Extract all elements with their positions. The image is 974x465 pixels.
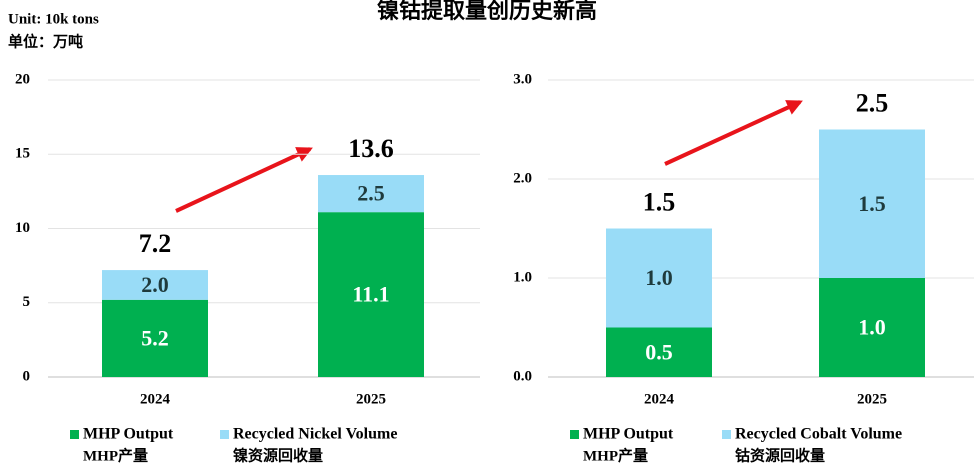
bar-segment: [819, 129, 925, 278]
total-label: 1.5: [643, 187, 676, 216]
data-label: 2.0: [141, 272, 169, 297]
legend-label: MHP产量: [83, 446, 148, 464]
data-label: 1.0: [645, 265, 673, 290]
bar-segment: [102, 270, 208, 300]
bar-segment: [819, 278, 925, 377]
legend-label: Recycled Cobalt Volume: [735, 426, 902, 443]
legend-label: 钴资源回收量: [735, 446, 825, 464]
total-label: 13.6: [348, 134, 394, 163]
bar-segment: [318, 175, 424, 213]
legend-swatch: [722, 430, 731, 439]
total-label: 2.5: [856, 88, 889, 117]
legend-label: MHP产量: [583, 446, 648, 464]
legend-swatch: [70, 430, 79, 439]
data-label: 11.1: [352, 282, 389, 307]
unit: Unit: 10k tons: [8, 11, 99, 27]
title: 镍钴提取量创历史新高: [377, 0, 597, 23]
y-tick-label: 15: [15, 146, 30, 162]
unit: 单位：万吨: [8, 32, 83, 50]
arrow: [664, 100, 803, 166]
bar-segment: [606, 228, 712, 328]
legend-swatch: [570, 430, 579, 439]
y-tick-label: 10: [15, 220, 30, 236]
arrow: [175, 147, 313, 213]
y-tick-label: 5: [23, 294, 31, 310]
data-label: 1.5: [858, 191, 886, 216]
legend-label: MHP Output: [83, 426, 174, 443]
x-tick-label: 2024: [644, 391, 675, 407]
y-tick-label: 2.0: [513, 170, 532, 186]
data-label: 5.2: [141, 325, 169, 350]
legend-label: 镍资源回收量: [233, 446, 323, 464]
x-tick-label: 2025: [356, 391, 386, 407]
bar-segment: [606, 327, 712, 377]
data-label: 0.5: [645, 339, 673, 364]
total-label: 7.2: [139, 229, 172, 258]
legend-label: Recycled Nickel Volume: [233, 426, 397, 443]
bar-segment: [318, 212, 424, 377]
data-label: 1.0: [858, 315, 886, 340]
data-label: 2.5: [357, 181, 385, 206]
x-tick-label: 2024: [140, 391, 171, 407]
bar-segment: [102, 299, 208, 377]
x-tick-label: 2025: [857, 391, 887, 407]
y-tick-label: 20: [15, 71, 30, 87]
legend-swatch: [220, 430, 229, 439]
y-tick-label: 1.0: [513, 269, 532, 285]
legend-label: MHP Output: [583, 426, 674, 443]
y-tick-label: 0: [23, 368, 31, 384]
y-tick-label: 0.0: [513, 368, 532, 384]
y-tick-label: 3.0: [513, 71, 532, 87]
charts: 0 5 10 15 20 2024 5.2 2.0 7.2 2025 11.1 2.5 13.6 MHP …: [15, 71, 974, 464]
